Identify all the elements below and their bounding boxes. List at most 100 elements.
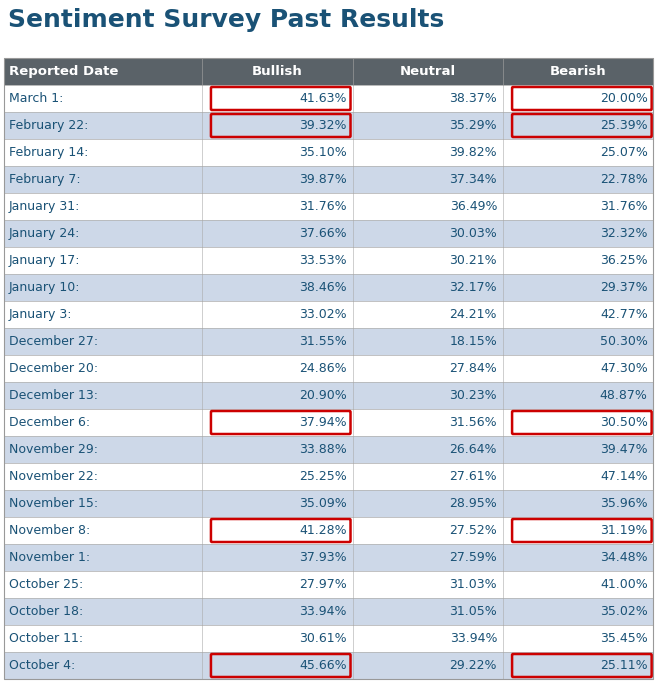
Text: January 31:: January 31:	[9, 200, 80, 213]
Text: January 24:: January 24:	[9, 227, 80, 240]
Text: 35.96%: 35.96%	[600, 497, 648, 510]
Text: 31.56%: 31.56%	[449, 416, 497, 429]
Text: 25.25%: 25.25%	[299, 470, 346, 483]
Text: 27.59%: 27.59%	[449, 551, 497, 564]
Text: 47.30%: 47.30%	[600, 362, 648, 375]
Text: 25.39%: 25.39%	[600, 119, 648, 132]
Text: 33.53%: 33.53%	[299, 254, 346, 267]
Bar	[4, 571, 653, 598]
Text: 37.94%: 37.94%	[299, 416, 346, 429]
Text: October 11:: October 11:	[9, 632, 83, 645]
Bar	[4, 166, 653, 193]
Bar	[4, 463, 653, 490]
Text: 24.86%: 24.86%	[299, 362, 346, 375]
Text: 33.94%: 33.94%	[299, 605, 346, 618]
Text: October 25:: October 25:	[9, 578, 83, 591]
Text: January 17:: January 17:	[9, 254, 81, 267]
Text: 35.45%: 35.45%	[600, 632, 648, 645]
Text: 35.09%: 35.09%	[299, 497, 346, 510]
Text: 33.88%: 33.88%	[299, 443, 346, 456]
Text: January 10:: January 10:	[9, 281, 81, 294]
Bar	[4, 220, 653, 247]
Bar	[4, 85, 653, 112]
Bar	[4, 112, 653, 139]
Bar	[4, 139, 653, 166]
Text: 27.97%: 27.97%	[299, 578, 346, 591]
Text: 22.78%: 22.78%	[600, 173, 648, 186]
Text: 31.05%: 31.05%	[449, 605, 497, 618]
Text: 30.50%: 30.50%	[600, 416, 648, 429]
Text: 41.28%: 41.28%	[299, 524, 346, 537]
Text: December 27:: December 27:	[9, 335, 98, 348]
Text: November 8:: November 8:	[9, 524, 90, 537]
Text: February 14:: February 14:	[9, 146, 89, 159]
Text: 36.49%: 36.49%	[449, 200, 497, 213]
Text: 25.07%: 25.07%	[600, 146, 648, 159]
Text: February 22:: February 22:	[9, 119, 89, 132]
Bar	[4, 544, 653, 571]
Text: 29.22%: 29.22%	[449, 659, 497, 672]
Text: October 4:: October 4:	[9, 659, 76, 672]
Text: November 29:: November 29:	[9, 443, 98, 456]
Bar	[4, 598, 653, 625]
Text: 37.93%: 37.93%	[299, 551, 346, 564]
Bar	[4, 301, 653, 328]
Text: October 18:: October 18:	[9, 605, 83, 618]
Text: February 7:: February 7:	[9, 173, 81, 186]
Text: 32.32%: 32.32%	[600, 227, 648, 240]
Text: 20.00%: 20.00%	[600, 92, 648, 105]
Text: 31.55%: 31.55%	[299, 335, 346, 348]
Text: 35.29%: 35.29%	[449, 119, 497, 132]
Text: 41.00%: 41.00%	[600, 578, 648, 591]
Text: 30.61%: 30.61%	[299, 632, 346, 645]
Text: 38.37%: 38.37%	[449, 92, 497, 105]
Text: 35.02%: 35.02%	[600, 605, 648, 618]
Text: 31.76%: 31.76%	[299, 200, 346, 213]
Text: 27.52%: 27.52%	[449, 524, 497, 537]
Bar	[4, 409, 653, 436]
Text: 31.03%: 31.03%	[449, 578, 497, 591]
Text: November 22:: November 22:	[9, 470, 98, 483]
Bar	[4, 652, 653, 679]
Text: 31.19%: 31.19%	[600, 524, 648, 537]
Text: 42.77%: 42.77%	[600, 308, 648, 321]
Bar	[4, 247, 653, 274]
Bar	[4, 382, 653, 409]
Text: 39.87%: 39.87%	[299, 173, 346, 186]
Bar	[4, 625, 653, 652]
Text: 28.95%: 28.95%	[449, 497, 497, 510]
Bar	[4, 193, 653, 220]
Text: 29.37%: 29.37%	[600, 281, 648, 294]
Text: 33.02%: 33.02%	[299, 308, 346, 321]
Bar	[4, 517, 653, 544]
Text: 24.21%: 24.21%	[449, 308, 497, 321]
Text: 34.48%: 34.48%	[600, 551, 648, 564]
Text: 18.15%: 18.15%	[449, 335, 497, 348]
Text: 39.82%: 39.82%	[449, 146, 497, 159]
Text: 35.10%: 35.10%	[299, 146, 346, 159]
Text: 39.32%: 39.32%	[299, 119, 346, 132]
Text: 45.66%: 45.66%	[299, 659, 346, 672]
Text: 26.64%: 26.64%	[449, 443, 497, 456]
Text: 37.66%: 37.66%	[299, 227, 346, 240]
Text: 47.14%: 47.14%	[600, 470, 648, 483]
Text: 33.94%: 33.94%	[449, 632, 497, 645]
Text: November 15:: November 15:	[9, 497, 98, 510]
Text: Reported Date: Reported Date	[9, 65, 118, 78]
Text: 30.03%: 30.03%	[449, 227, 497, 240]
Text: 50.30%: 50.30%	[600, 335, 648, 348]
Bar	[4, 274, 653, 301]
Text: 32.17%: 32.17%	[449, 281, 497, 294]
Text: 27.84%: 27.84%	[449, 362, 497, 375]
Bar	[4, 328, 653, 355]
Text: 39.47%: 39.47%	[600, 443, 648, 456]
Text: 37.34%: 37.34%	[449, 173, 497, 186]
Text: 36.25%: 36.25%	[600, 254, 648, 267]
Text: Neutral: Neutral	[399, 65, 456, 78]
Text: March 1:: March 1:	[9, 92, 63, 105]
Text: Sentiment Survey Past Results: Sentiment Survey Past Results	[8, 8, 444, 32]
Text: 27.61%: 27.61%	[449, 470, 497, 483]
Bar	[4, 436, 653, 463]
Text: 25.11%: 25.11%	[600, 659, 648, 672]
Text: 20.90%: 20.90%	[299, 389, 346, 402]
